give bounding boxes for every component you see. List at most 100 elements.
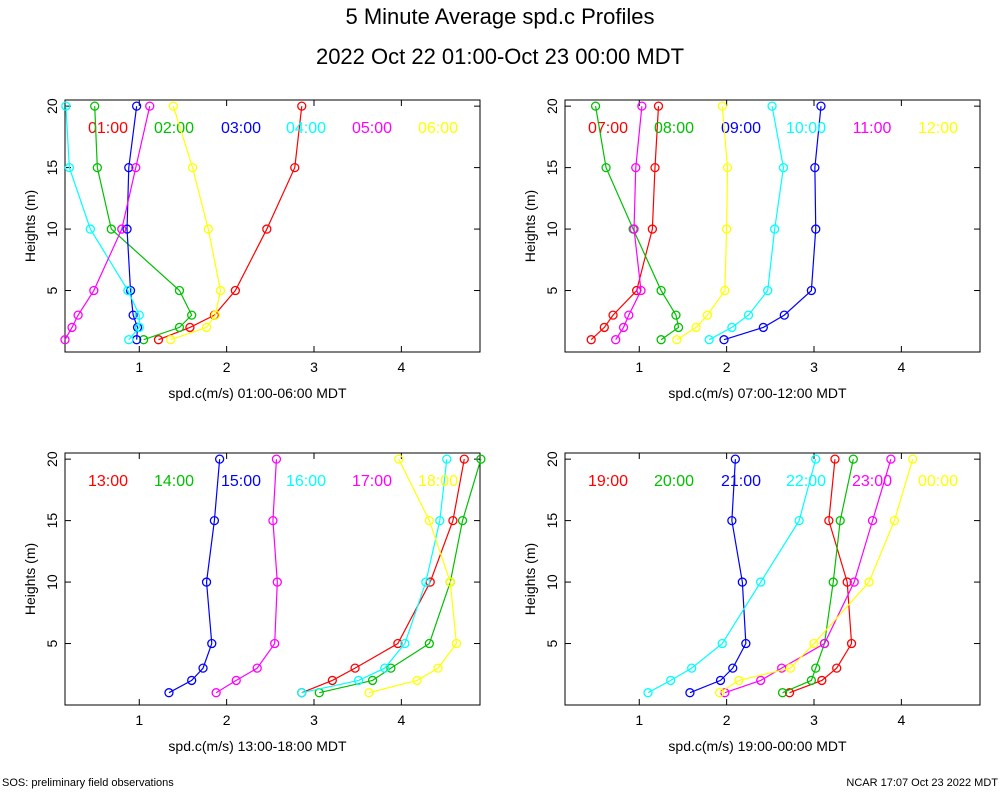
data-point <box>673 322 684 333</box>
data-point <box>737 577 748 587</box>
data-point <box>784 688 795 698</box>
x-tick-label: 2 <box>223 712 231 728</box>
data-point <box>819 638 830 649</box>
data-point <box>272 577 282 587</box>
legend-label: 17:00 <box>352 473 392 490</box>
chart-panel-3: 1 2 3 4 5 10 15 20 spd.c(m/s) 13:00-18:00 MDT Hei… <box>22 451 486 754</box>
data-point <box>421 577 431 587</box>
data-point <box>908 454 918 464</box>
series-line <box>168 459 221 694</box>
legend-label: 21:00 <box>721 473 761 490</box>
data-point <box>380 663 390 673</box>
legend-label: 00:00 <box>918 473 958 490</box>
data-point <box>128 310 138 320</box>
series-2300 <box>720 454 896 698</box>
series-line <box>64 106 151 341</box>
x-tick-label: 1 <box>635 359 643 375</box>
legend-label: 22:00 <box>786 473 826 490</box>
data-point <box>608 310 618 320</box>
series-line <box>301 459 448 694</box>
data-point <box>653 101 664 111</box>
data-point <box>685 688 695 698</box>
data-point <box>650 162 660 173</box>
data-point <box>394 454 404 464</box>
plot-frame <box>564 99 981 353</box>
series-line <box>94 106 193 341</box>
data-point <box>811 224 821 234</box>
data-point <box>85 224 95 234</box>
data-point <box>327 675 337 686</box>
x-tick-label: 3 <box>310 712 318 728</box>
data-point <box>828 577 838 587</box>
data-point <box>268 515 278 526</box>
data-point <box>590 101 601 111</box>
data-point <box>832 663 842 673</box>
series-1100 <box>611 101 647 345</box>
plot-frame <box>64 99 481 353</box>
y-tick-label: 15 <box>44 160 60 176</box>
series-0100 <box>153 101 307 345</box>
data-point <box>131 101 142 111</box>
data-point <box>636 285 646 296</box>
data-point <box>702 310 713 320</box>
data-point <box>122 224 132 234</box>
series-2100 <box>685 454 751 698</box>
legend-label: 04:00 <box>286 120 326 137</box>
data-point <box>367 675 378 686</box>
data-point <box>629 224 639 234</box>
data-point <box>599 322 609 333</box>
series-line <box>615 106 643 341</box>
data-point <box>400 638 410 649</box>
data-point <box>767 101 777 111</box>
x-tick-label: 1 <box>635 712 643 728</box>
data-point <box>586 335 596 345</box>
series-line <box>719 458 914 694</box>
legend-label: 02:00 <box>154 120 194 137</box>
y-tick-label: 20 <box>544 98 560 114</box>
data-point <box>364 688 374 698</box>
y-tick-label: 5 <box>44 286 60 294</box>
data-point <box>889 515 900 526</box>
data-point <box>727 322 737 333</box>
plot-frame <box>64 452 481 706</box>
data-point <box>442 454 452 464</box>
data-point <box>794 515 804 526</box>
data-point <box>61 101 71 111</box>
x-axis-label: spd.c(m/s) 13:00-18:00 MDT <box>168 738 347 754</box>
data-point <box>687 663 697 673</box>
data-point <box>835 515 845 526</box>
legend-label: 14:00 <box>154 473 194 490</box>
data-point <box>207 638 217 649</box>
legend-label: 12:00 <box>918 120 958 137</box>
legend-label: 20:00 <box>654 473 694 490</box>
series-line <box>368 458 458 694</box>
data-point <box>297 101 307 111</box>
series-1400 <box>314 454 486 698</box>
data-point <box>631 162 641 173</box>
chart-panel-1: 1 2 3 4 5 10 15 20 spd.c(m/s) 01:00-06:00 MDT Hei… <box>22 98 481 401</box>
chart-title: 5 Minute Average spd.c Profiles <box>345 4 655 29</box>
legend-label: 15:00 <box>221 473 261 490</box>
y-axis-label: Heights (m) <box>22 190 38 262</box>
data-point <box>756 577 766 587</box>
data-point <box>785 663 796 673</box>
data-point <box>350 663 360 673</box>
legend-label: 06:00 <box>418 120 458 137</box>
data-point <box>90 101 100 111</box>
data-point <box>290 162 300 173</box>
data-point <box>174 322 185 333</box>
series-1500 <box>164 454 225 698</box>
y-tick-label: 15 <box>544 160 560 176</box>
data-point <box>811 663 821 673</box>
data-point <box>424 638 434 649</box>
data-point <box>719 335 729 345</box>
data-point <box>730 454 741 464</box>
y-tick-label: 15 <box>544 513 560 529</box>
data-point <box>637 101 647 111</box>
x-axis-label: spd.c(m/s) 07:00-12:00 MDT <box>668 385 847 401</box>
data-point <box>886 454 896 464</box>
series-line <box>689 459 747 694</box>
data-point <box>457 515 468 526</box>
series-0400 <box>61 101 144 345</box>
